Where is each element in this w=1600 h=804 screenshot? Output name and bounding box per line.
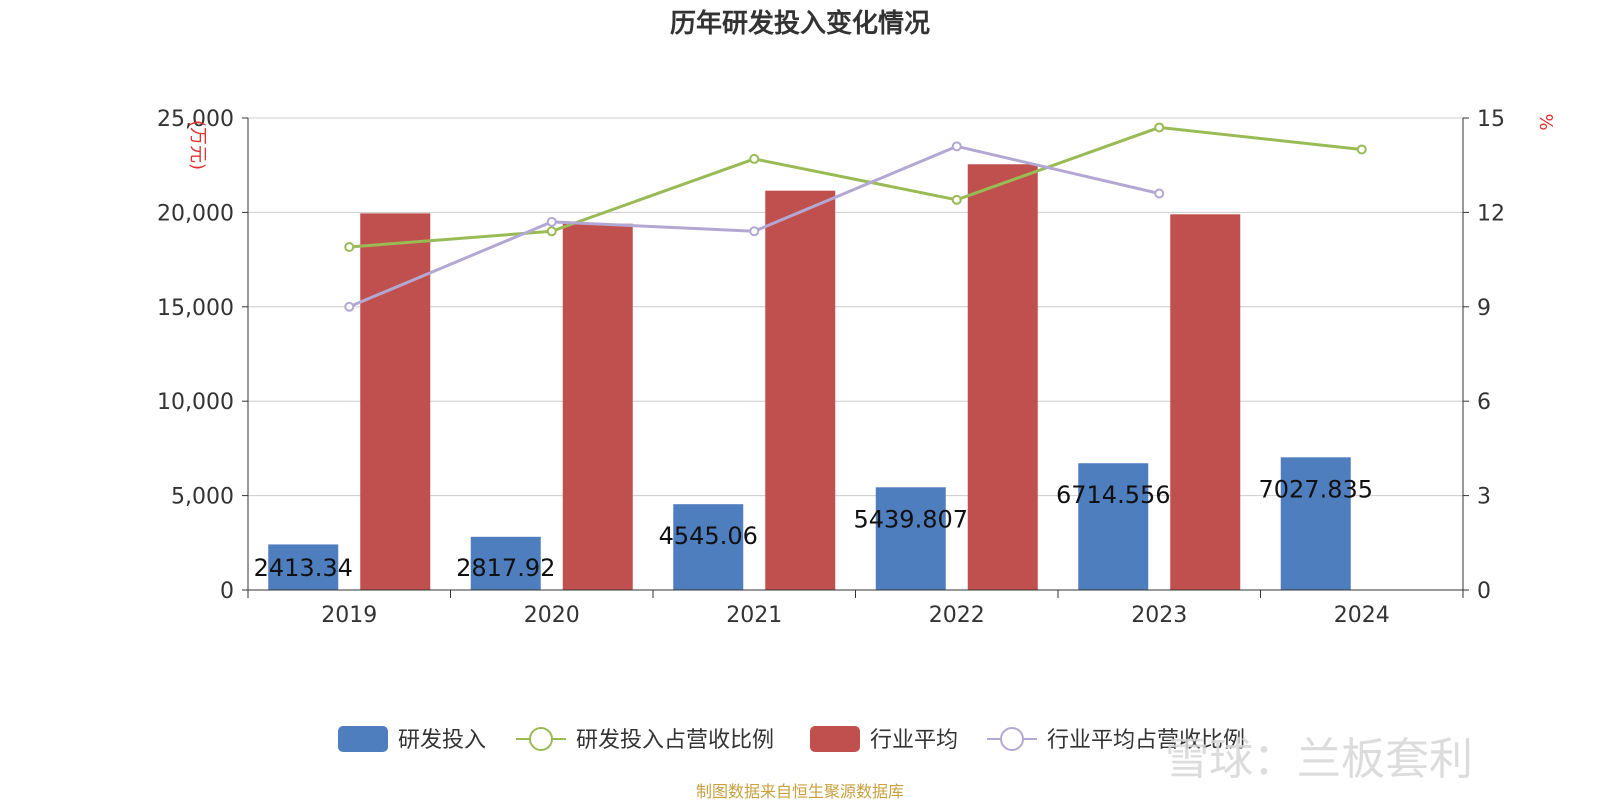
point-rd-ratio — [749, 153, 760, 164]
bar-industry-average — [1170, 214, 1241, 590]
legend-item: 研发投入占营收比例 — [516, 727, 774, 753]
line-layer — [344, 122, 1367, 312]
x-axis-tick-label: 2022 — [929, 603, 985, 628]
legend-swatch-marker — [1000, 727, 1024, 751]
point-industry-ratio — [344, 301, 355, 312]
legend-swatch-bar — [810, 726, 860, 752]
left-axis-tick-label: 5,000 — [171, 485, 234, 510]
bar-rd-investment — [673, 504, 744, 590]
bar-data-label: 7027.835 — [1258, 475, 1373, 503]
legend-swatch-bar — [338, 726, 388, 752]
point-industry-ratio — [951, 141, 962, 152]
left-axis-tick-label: 25,000 — [157, 107, 234, 132]
right-axis-tick-label: 15 — [1477, 107, 1505, 132]
legend-label: 行业平均 — [870, 728, 958, 753]
right-axis-unit-label: % — [1535, 113, 1556, 130]
point-industry-ratio — [1154, 188, 1165, 199]
bar-industry-average — [765, 190, 836, 591]
line-rd-ratio — [349, 125, 1362, 249]
legend-item: 行业平均占营收比例 — [987, 727, 1245, 753]
x-axis-tick-label: 2024 — [1334, 603, 1390, 628]
left-axis-tick-label: 10,000 — [157, 390, 234, 415]
bar-data-label: 5439.807 — [853, 505, 968, 533]
x-axis-tick-label: 2020 — [524, 603, 580, 628]
legend-label: 研发投入占营收比例 — [576, 728, 774, 753]
point-rd-ratio — [344, 242, 355, 253]
bar-rd-investment — [470, 536, 541, 590]
point-rd-ratio — [951, 194, 962, 205]
right-axis-tick-label: 6 — [1477, 390, 1491, 415]
legend-layer: 研发投入 研发投入占营收比例 行业平均 行业平均占营收比例 — [338, 726, 1245, 753]
bar-data-label: 2817.92 — [456, 554, 555, 582]
left-axis-tick-label: 20,000 — [157, 201, 234, 226]
bar-layer — [268, 164, 1351, 591]
bar-rd-investment — [875, 487, 946, 590]
right-axis-tick-label: 3 — [1477, 485, 1491, 510]
bar-industry-average — [562, 223, 633, 590]
right-axis-tick-label: 0 — [1477, 579, 1491, 604]
legend-swatch-marker — [529, 727, 553, 751]
x-axis-tick-label: 2021 — [726, 603, 782, 628]
chart-title: 历年研发投入变化情况 — [670, 8, 930, 39]
point-rd-ratio — [1154, 122, 1165, 133]
bar-data-label: 2413.34 — [254, 554, 353, 582]
source-note: 制图数据来自恒生聚源数据库 — [695, 782, 904, 801]
point-industry-ratio — [749, 226, 760, 237]
point-industry-ratio — [546, 216, 557, 227]
legend-item: 研发投入 — [338, 726, 486, 753]
point-rd-ratio — [1356, 144, 1367, 155]
bar-industry-average — [967, 164, 1038, 591]
bar-data-label: 4545.06 — [659, 522, 758, 550]
grid-layer — [248, 117, 1463, 497]
bar-rd-investment — [268, 544, 339, 590]
left-axis-tick-label: 15,000 — [157, 296, 234, 321]
legend-item: 行业平均 — [810, 726, 958, 753]
x-axis-tick-label: 2023 — [1131, 603, 1187, 628]
left-axis-tick-label: 0 — [220, 579, 234, 604]
watermark: 雪球：兰板套利 — [1165, 734, 1473, 785]
right-axis-tick-label: 9 — [1477, 296, 1491, 321]
axis-layer: 0 5,000 10,000 15,000 20,000 25,000 0 3 6 9 12 15 (万… — [157, 107, 1556, 628]
legend-label: 研发投入 — [398, 728, 486, 753]
bar-rd-investment — [1078, 463, 1149, 590]
x-axis-tick-label: 2019 — [321, 603, 377, 628]
left-axis-unit-label: (万元) — [187, 120, 208, 170]
bar-industry-average — [360, 213, 431, 590]
bar-data-label: 6714.556 — [1056, 481, 1171, 509]
legend-label: 行业平均占营收比例 — [1047, 728, 1245, 753]
right-axis-tick-label: 12 — [1477, 201, 1505, 226]
point-rd-ratio — [546, 226, 557, 237]
bar-rd-investment — [1280, 457, 1351, 590]
label-layer: 2413.34 2817.92 4545.06 5439.807 6714.556 702… — [254, 475, 1373, 582]
